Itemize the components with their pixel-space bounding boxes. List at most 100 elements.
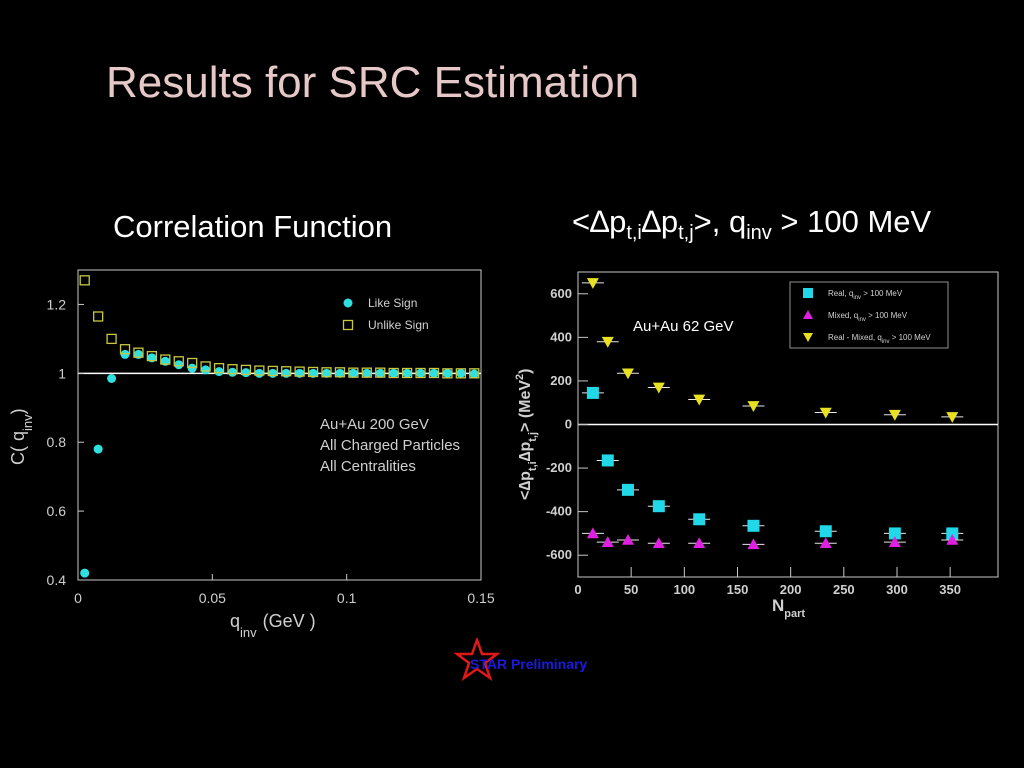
unlike-sign-point [469, 368, 480, 379]
label-subscript: inv [882, 339, 890, 345]
label-part: ∆p [517, 442, 534, 462]
mixed-point [652, 537, 665, 549]
subtitle-sub: inv [746, 222, 772, 245]
slide-title: Results for SRC Estimation [106, 58, 640, 107]
label-part: > (MeV [517, 380, 534, 432]
subtitle-part: >, q [693, 204, 747, 239]
legend-label: Real - Mixed, qinv > 100 MeV [828, 333, 931, 345]
mixed-point [621, 533, 634, 545]
real-point [621, 483, 634, 496]
chart-annotation: Au+Au 62 GeV [633, 318, 734, 335]
unlike-sign-point [254, 365, 265, 376]
legend-marker [803, 333, 813, 342]
y-tick-label: 1 [58, 365, 66, 381]
x-tick-label: 100 [673, 582, 695, 597]
label-part: <∆p [517, 471, 534, 500]
like-sign-point [254, 368, 264, 378]
right-chart-subtitle: <∆pt,i∆pt,j>, qinv > 100 MeV [572, 204, 931, 245]
real-minus-mixed-point [946, 412, 959, 423]
unlike-sign-point [106, 333, 117, 345]
unlike-sign-point [133, 347, 144, 358]
y-tick-label: 1.2 [47, 296, 67, 312]
unlike-sign-point [415, 367, 426, 379]
y-axis-label: <∆pt,i∆pt,j> (MeV2) [514, 369, 539, 501]
x-tick-label: 200 [780, 582, 802, 597]
real-point [819, 525, 832, 538]
x-tick-label: 0.1 [337, 590, 357, 606]
label-part: ) [517, 369, 534, 374]
legend-label: Real, qinv > 100 MeV [828, 289, 903, 301]
mixed-point [586, 527, 599, 539]
unlike-sign-point [187, 357, 198, 369]
like-sign-point [93, 444, 103, 454]
legend-box [789, 281, 949, 349]
unlike-sign-point [160, 354, 171, 365]
mixed-point [946, 533, 959, 545]
x-tick-label: 0.15 [467, 590, 494, 606]
label-part: Mixed, q [828, 311, 858, 320]
subtitle-part: > 100 MeV [771, 204, 932, 239]
like-sign-point [107, 374, 117, 383]
like-sign-point [362, 368, 372, 378]
like-sign-point [469, 369, 479, 379]
legend-label: Unlike Sign [368, 318, 429, 332]
legend-label: Like Sign [368, 296, 417, 310]
like-sign-point [174, 360, 184, 370]
label-part: C( q [8, 431, 28, 465]
real-minus-mixed-point [747, 401, 760, 412]
like-sign-point [187, 363, 197, 373]
unlike-sign-point [240, 364, 252, 376]
unlike-sign-point [401, 367, 413, 379]
legend-marker-like-sign [343, 298, 353, 308]
y-tick-label: 0.6 [47, 503, 67, 519]
mixed-point [819, 537, 832, 549]
like-sign-point [227, 367, 237, 377]
real-point [586, 386, 599, 399]
y-tick-label: -400 [546, 504, 572, 519]
like-sign-point [201, 365, 211, 375]
y-tick-label: -600 [546, 547, 572, 562]
y-tick-label: 200 [550, 373, 572, 388]
like-sign-point [375, 368, 385, 378]
unlike-sign-point [200, 361, 211, 372]
x-tick-label: 0 [574, 582, 581, 597]
unlike-sign-point [428, 367, 440, 379]
annotation-line: Au+Au 200 GeV [320, 416, 429, 433]
legend-marker [803, 310, 813, 319]
mixed-point [888, 536, 901, 547]
real-point [693, 513, 706, 526]
annotation-line: All Charged Particles [320, 437, 460, 454]
subtitle-part: ∆p [641, 204, 679, 239]
unlike-sign-point [321, 367, 332, 378]
legend-marker [803, 288, 813, 298]
y-axis-label: C( qinv) [8, 408, 35, 465]
x-tick-label: 250 [833, 582, 855, 597]
like-sign-point [389, 368, 399, 378]
real-point [652, 500, 665, 513]
y-tick-label: -200 [546, 460, 572, 475]
like-sign-point [416, 368, 426, 378]
real-point [601, 454, 614, 467]
plot-frame [77, 269, 482, 581]
real-point [946, 527, 959, 540]
unlike-sign-point [442, 368, 453, 379]
like-sign-point [214, 367, 224, 377]
like-sign-point [402, 368, 412, 378]
unlike-sign-point [294, 366, 305, 377]
like-sign-point [241, 368, 251, 378]
red-star-icon [453, 638, 501, 682]
unlike-sign-point [267, 365, 278, 377]
label-part: N [772, 596, 784, 615]
label-part: > 100 MeV [861, 289, 903, 298]
annotation-line: All Centralities [320, 458, 416, 475]
unlike-sign-point [361, 367, 372, 378]
x-tick-label: 350 [939, 582, 961, 597]
unlike-sign-point [146, 350, 158, 362]
like-sign-point [80, 568, 90, 578]
like-sign-point [442, 368, 452, 378]
y-tick-label: 0 [565, 417, 572, 432]
real-point [747, 519, 760, 532]
label-superscript: 2 [514, 374, 526, 380]
unlike-sign-point [173, 356, 184, 367]
